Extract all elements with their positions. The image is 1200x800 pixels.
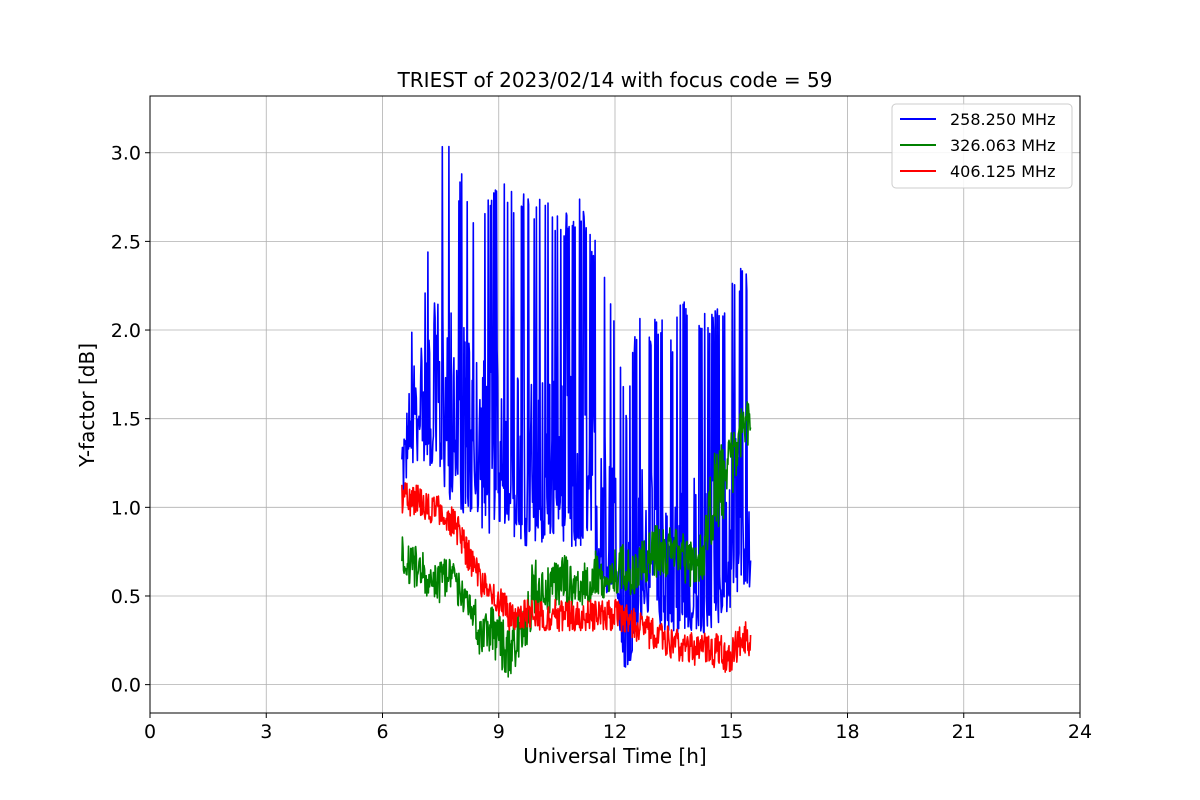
y-tick-label: 1.0 [111, 497, 141, 519]
legend-label: 258.250 MHz [950, 110, 1055, 129]
y-tick-label: 2.0 [111, 320, 141, 342]
series-line-3 [401, 482, 752, 673]
legend-box [891, 103, 1073, 189]
y-tick-label: 2.5 [111, 231, 141, 253]
x-tick-label: 24 [1068, 721, 1092, 743]
x-tick-label: 18 [835, 721, 859, 743]
x-tick-label: 9 [493, 721, 505, 743]
x-tick-label: 6 [376, 721, 388, 743]
x-tick-label: 12 [603, 721, 627, 743]
legend: 258.250 MHz 326.063 MHz 406.125 MHz [891, 103, 1073, 189]
series-line-2 [401, 401, 752, 678]
y-axis-label: Y-factor [dB] [75, 343, 99, 468]
legend-label: 406.125 MHz [950, 162, 1055, 181]
x-tick-label: 15 [719, 721, 743, 743]
y-tick-label: 0.5 [111, 586, 141, 608]
y-axis: 0.0 0.5 1.0 1.5 2.0 2.5 3.0 [111, 143, 150, 697]
x-tick-label: 21 [952, 721, 976, 743]
x-tick-label: 3 [260, 721, 272, 743]
legend-label: 326.063 MHz [950, 136, 1055, 155]
chart-title: TRIEST of 2023/02/14 with focus code = 5… [397, 68, 833, 92]
y-tick-label: 0.0 [111, 675, 141, 697]
series-line-1 [401, 145, 752, 668]
y-tick-label: 1.5 [111, 409, 141, 431]
x-tick-label: 0 [144, 721, 156, 743]
x-axis-label: Universal Time [h] [523, 744, 706, 768]
y-tick-label: 3.0 [111, 143, 141, 165]
series-layer [401, 145, 752, 678]
x-axis: 0 3 6 9 12 15 18 21 24 [144, 713, 1092, 743]
